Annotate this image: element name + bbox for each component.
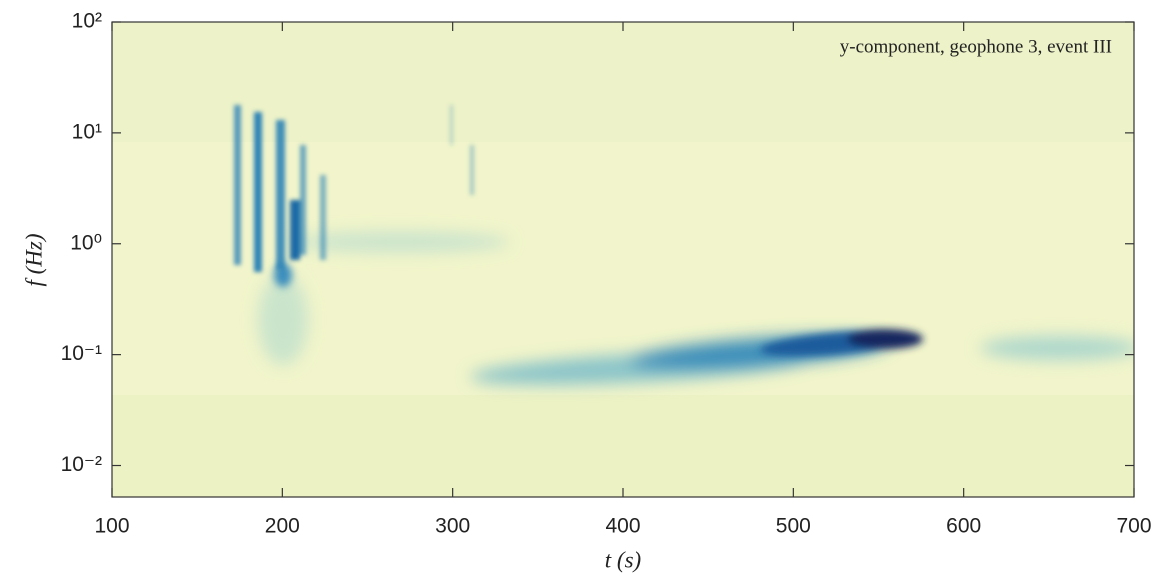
x-tick-label: 400	[605, 515, 640, 538]
x-axis-label: t (s)	[605, 547, 641, 572]
y-axis-label: f (Hz)	[21, 233, 46, 286]
annotation: y-component, geophone 3, event III	[840, 36, 1112, 57]
x-tick-label: 300	[435, 515, 470, 538]
y-tick-label: 10⁻²	[61, 453, 102, 476]
x-tick-label: 200	[265, 515, 300, 538]
x-tick-label: 600	[946, 515, 981, 538]
y-tick-label: 10⁻¹	[61, 342, 102, 365]
x-tick-label: 100	[94, 515, 129, 538]
x-tick-label: 500	[776, 515, 811, 538]
spectrogram-image	[112, 22, 1134, 497]
y-tick-label: 10²	[72, 10, 102, 33]
y-tick-label: 10⁰	[70, 231, 102, 254]
x-tick-label: 700	[1116, 515, 1151, 538]
y-tick-label: 10¹	[72, 120, 102, 143]
